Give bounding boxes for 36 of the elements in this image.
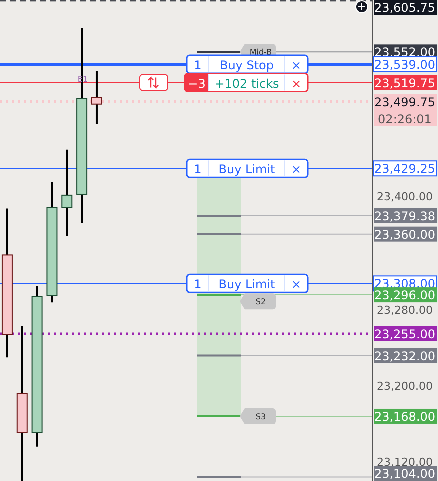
annotation: +102 ticks (214, 76, 280, 91)
ref-line-label: 23,255.00 (374, 327, 436, 342)
ref-line-label: 23,552.00 (374, 46, 436, 60)
ref-line-label: 23,429.25 (374, 162, 436, 176)
annotation: 1 (194, 278, 202, 292)
ref-line-label: 23,605.75 (374, 1, 436, 15)
ref-line-label: 23,360.00 (374, 228, 436, 242)
annotation: × (291, 278, 302, 292)
ref-line-label: 23,232.00 (374, 349, 436, 364)
annotation: Mid-B (250, 48, 272, 58)
annotation: Buy Stop (220, 58, 274, 73)
y-tick-label: 23,400.00 (377, 190, 433, 204)
annotation: S3 (256, 412, 266, 422)
annotation: × (291, 58, 302, 73)
ref-line-label: 23,539.00 (374, 58, 436, 72)
annotation: 1 (194, 58, 202, 73)
y-tick-label: 23,280.00 (377, 304, 433, 318)
y-tick-label: 23,200.00 (377, 380, 433, 394)
ref-line-label: 23,499.75 (374, 95, 436, 110)
annotation: Buy Limit (218, 278, 276, 292)
ref-line-label: 23,104.00 (374, 467, 436, 481)
ref-line-label: 23,308.00 (374, 277, 436, 292)
annotation: S2 (256, 298, 266, 307)
annotation: 1 (194, 162, 202, 177)
annotation: × (291, 76, 302, 91)
ref-line-label: 23,296.00 (374, 288, 436, 303)
ref-line-label: 23,168.00 (374, 410, 436, 424)
ref-line-label: 23,379.38 (374, 209, 436, 224)
candlestick (62, 148, 73, 238)
annotation: × (291, 162, 302, 177)
annotation: Buy Limit (218, 162, 276, 177)
pointer-tag: S2 (240, 294, 276, 310)
y-tick-label: 23,120.00 (377, 456, 433, 470)
ref-line-label: 23,519.75 (374, 76, 436, 90)
annotation: −3 (188, 76, 206, 91)
text: 02:26:01 (378, 112, 432, 126)
